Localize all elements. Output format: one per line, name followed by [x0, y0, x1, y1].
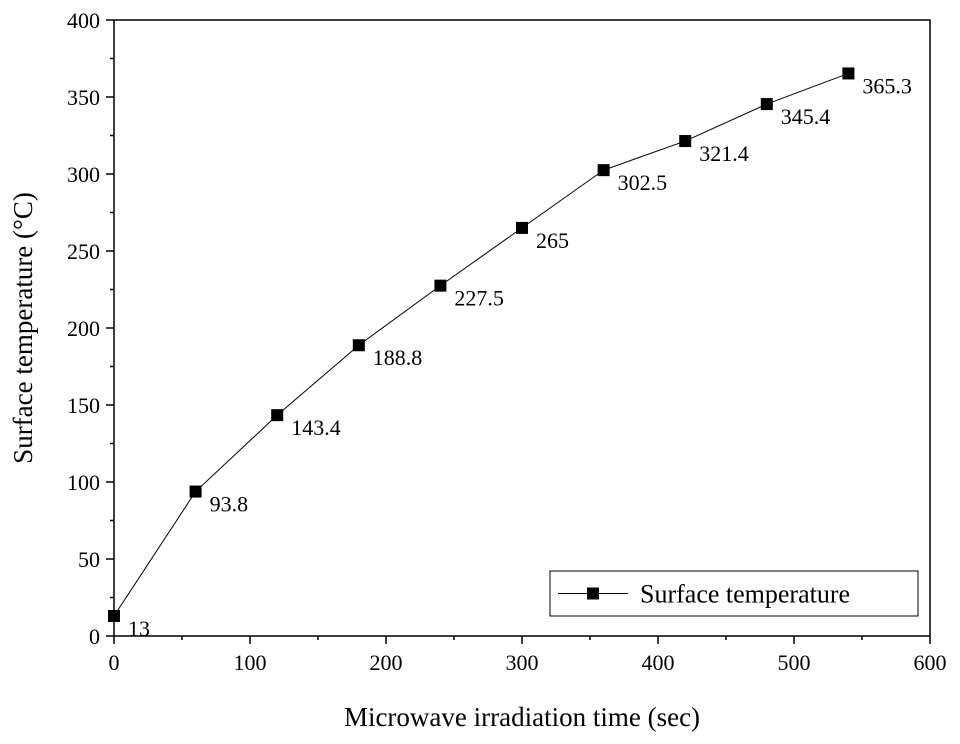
y-axis-ticks: 0 50 100 150 200 250 300 350 400 [67, 8, 114, 649]
data-point-marker [760, 98, 773, 111]
x-tick-label: 200 [370, 650, 403, 675]
y-tick-label: 50 [78, 547, 100, 572]
data-point-marker [516, 221, 528, 234]
plot-frame [113, 19, 931, 637]
x-axis-title: Microwave irradiation time (sec) [344, 702, 700, 732]
data-label: 345.4 [781, 104, 831, 129]
y-tick-label: 350 [67, 85, 100, 110]
data-point-marker [679, 135, 692, 148]
legend-entry-label: Surface temperature [640, 580, 850, 609]
data-label: 143.4 [291, 415, 341, 440]
y-tick-label: 150 [67, 393, 100, 418]
data-label: 365.3 [862, 73, 912, 98]
y-axis-title: Surface temperature (°C) [8, 192, 38, 464]
legend: Surface temperature [549, 570, 919, 617]
data-label: 13 [128, 616, 150, 641]
y-tick-label: 100 [67, 470, 100, 495]
series-line-surface-temperature [113, 72, 849, 617]
data-point-marker [597, 164, 610, 177]
y-tick-label: 400 [67, 8, 100, 33]
series-layer: 13 93.8 143.4 188.8 227.5 265 302.5 321.4 345.4 3… [108, 67, 912, 641]
data-point-marker [271, 409, 284, 422]
x-tick-label: 300 [506, 650, 539, 675]
x-tick-label: 100 [234, 650, 267, 675]
data-label: 302.5 [618, 170, 668, 195]
x-tick-label: 0 [109, 650, 120, 675]
data-label: 188.8 [373, 345, 423, 370]
data-label: 321.4 [699, 141, 749, 166]
data-label: 227.5 [454, 286, 504, 311]
x-tick-label: 400 [642, 650, 675, 675]
y-tick-label: 250 [67, 239, 100, 264]
x-tick-label: 500 [778, 650, 811, 675]
data-label: 93.8 [210, 492, 249, 517]
data-point-marker [842, 67, 855, 80]
data-point-marker [434, 279, 447, 292]
legend-marker-square [587, 587, 599, 600]
x-tick-label: 600 [914, 650, 947, 675]
y-tick-label: 200 [67, 316, 100, 341]
x-axis-ticks: 0 100 200 300 400 500 600 [109, 636, 947, 675]
data-point-marker [352, 339, 365, 352]
data-label: 265 [536, 228, 569, 253]
data-point-marker [189, 485, 202, 498]
y-tick-label: 300 [67, 162, 100, 187]
y-tick-label: 0 [89, 624, 100, 649]
